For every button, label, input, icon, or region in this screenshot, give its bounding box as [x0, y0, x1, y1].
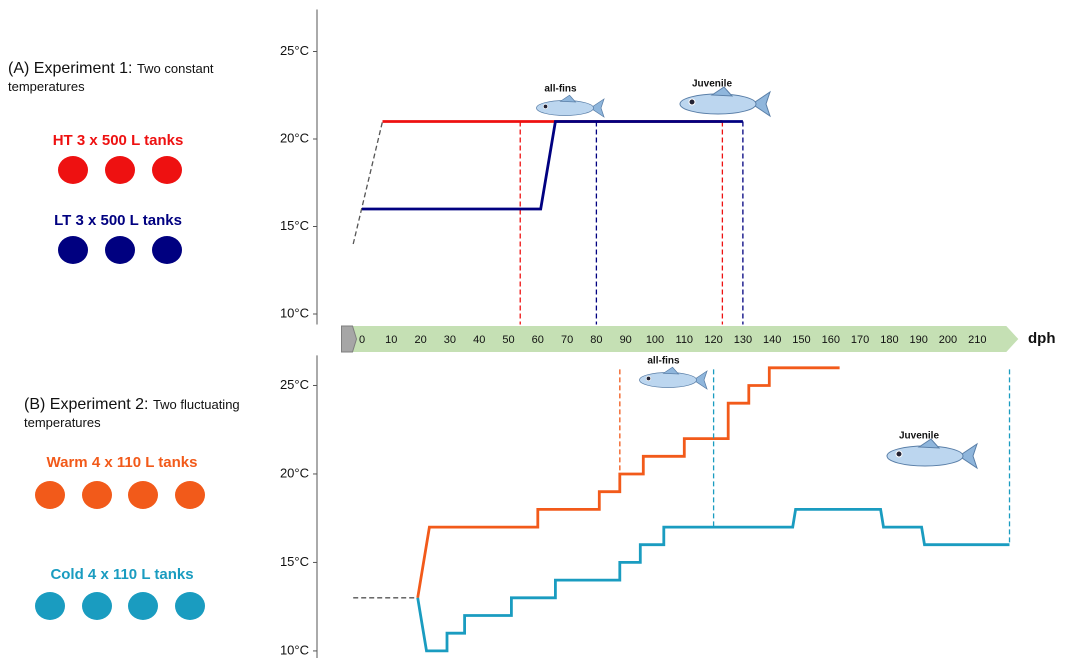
y-tick-label: 15°C [280, 218, 309, 233]
fish-icon [536, 94, 605, 118]
x-tick-label: 150 [792, 334, 810, 346]
panel-subtitle: Two constant temperatures [8, 61, 214, 94]
x-tick-label: 30 [444, 334, 456, 346]
panel-title: (B) Experiment 2: [24, 396, 149, 413]
y-tick-label: 20°C [280, 130, 309, 145]
tank-icon [128, 481, 158, 509]
fish-eye [895, 450, 903, 458]
group-label: Cold 4 x 110 L tanks [50, 566, 193, 583]
fish-eye [645, 375, 652, 382]
group-label: HT 3 x 500 L tanks [53, 132, 184, 149]
x-tick-label: 0 [359, 334, 365, 346]
tank-icon [105, 156, 135, 184]
annotation-label: Juvenile [692, 79, 732, 90]
tank-icon [128, 592, 158, 620]
fish-tail [958, 442, 978, 470]
annotation-label: all-fins [544, 84, 577, 95]
panel-heading: (B) Experiment 2: Two fluctuating temper… [24, 396, 244, 432]
panel-heading-text: (B) Experiment 2: Two fluctuating temper… [24, 396, 244, 432]
fish-icon [679, 86, 771, 118]
panel-subtitle: Two fluctuating temperatures [24, 397, 240, 430]
fish-fin [662, 366, 680, 375]
y-tick-label: 20°C [280, 465, 309, 480]
tank-icon [58, 236, 88, 264]
tank-icon [175, 592, 205, 620]
x-tick-label: 110 [676, 334, 694, 346]
tank-icon [35, 592, 65, 620]
fish-eye [542, 103, 549, 110]
x-tick-label: 100 [646, 334, 664, 346]
fish-eye [688, 98, 696, 106]
x-tick-label: 90 [620, 334, 632, 346]
x-tick-label: 50 [502, 334, 514, 346]
tank-icon [58, 156, 88, 184]
x-tick-label: 20 [414, 334, 426, 346]
tank-icon [35, 481, 65, 509]
x-axis-arrow [341, 326, 1019, 352]
series-line [416, 366, 840, 599]
fish-icon [886, 438, 978, 470]
annotation-label: all-fins [647, 356, 680, 367]
x-tick-label: 80 [590, 334, 602, 346]
x-tick-label: 160 [822, 334, 840, 346]
tank-icon [152, 236, 182, 264]
x-tick-label: 130 [734, 334, 752, 346]
x-tick-label: 40 [473, 334, 485, 346]
tank-icon [82, 481, 112, 509]
x-axis-start [341, 325, 358, 353]
x-tick-label: 180 [880, 334, 898, 346]
x-tick-label: 70 [561, 334, 573, 346]
x-tick-label: 120 [704, 334, 722, 346]
panel-heading: (A) Experiment 1: Two constant temperatu… [8, 60, 228, 96]
x-tick-label: 190 [910, 334, 928, 346]
fish-tail [751, 90, 771, 118]
fish-fin [917, 438, 941, 449]
series-line [352, 121, 384, 245]
series-line [362, 120, 743, 211]
x-tick-label: 60 [532, 334, 544, 346]
tank-icon [82, 592, 112, 620]
y-tick-label: 25°C [280, 377, 309, 392]
x-tick-label: 140 [763, 334, 781, 346]
tank-icon [105, 236, 135, 264]
series-line [416, 508, 1010, 653]
x-tick-label: 200 [939, 334, 957, 346]
y-tick-label: 25°C [280, 43, 309, 58]
group-label: Warm 4 x 110 L tanks [47, 454, 198, 471]
panel-heading-text: (A) Experiment 1: Two constant temperatu… [8, 60, 228, 96]
panel-title: (A) Experiment 1: [8, 60, 133, 77]
fish-tail [692, 370, 708, 390]
fish-fin [710, 86, 734, 97]
x-tick-label: 10 [385, 334, 397, 346]
x-tick-label: 170 [851, 334, 869, 346]
tank-icon [175, 481, 205, 509]
fish-tail [589, 98, 605, 118]
tank-icon [152, 156, 182, 184]
annotation-label: Juvenile [899, 431, 939, 442]
fish-fin [559, 94, 577, 103]
fish-icon [639, 366, 708, 390]
y-tick-label: 10°C [280, 305, 309, 320]
y-tick-label: 15°C [280, 554, 309, 569]
x-tick-label: 210 [968, 334, 986, 346]
y-tick-label: 10°C [280, 642, 309, 657]
group-label: LT 3 x 500 L tanks [54, 212, 182, 229]
x-axis-label: dph [1028, 330, 1056, 347]
